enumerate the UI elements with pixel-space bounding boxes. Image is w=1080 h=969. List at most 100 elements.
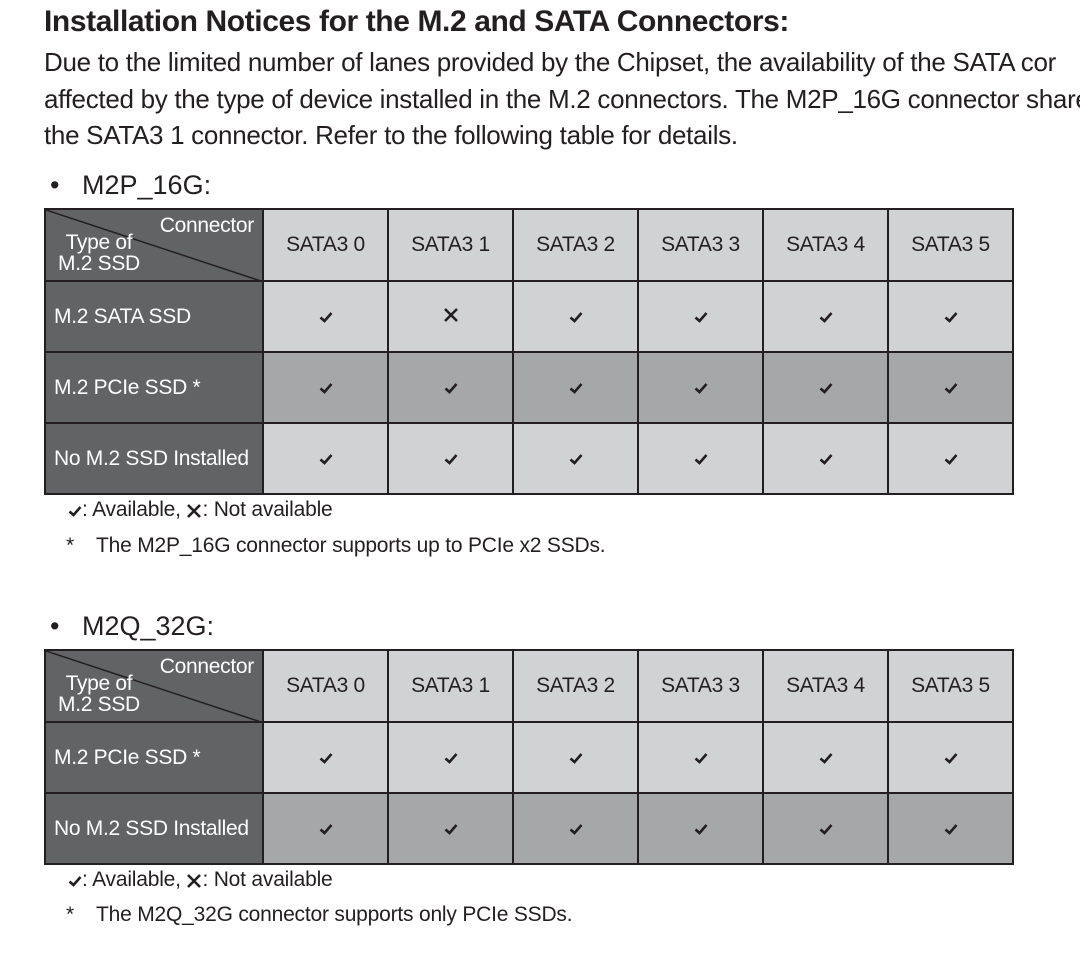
status-cell [387,351,514,424]
check-icon [569,447,583,471]
row-header: No M.2 SSD Installed [44,792,264,865]
status-cell [262,351,389,424]
status-cell [887,422,1014,495]
diagonal-divider [46,210,264,282]
check-icon [68,868,82,892]
table-corner-header: Connector Type of M.2 SSD [44,208,264,282]
intro-line: affected by the type of device installed… [44,83,1080,114]
column-header: SATA3 2 [512,208,639,282]
column-header: SATA3 3 [637,208,764,282]
status-cell [887,280,1014,353]
footnote-star: * [66,903,74,926]
column-header: SATA3 1 [387,208,514,282]
column-header: SATA3 5 [887,649,1014,723]
status-cell [887,792,1014,865]
status-cell [637,792,764,865]
corner-connector-label: Connector [159,214,255,237]
table-row: M.2 SATA SSD [44,280,1014,353]
intro-line: the SATA3 1 connector. Refer to the foll… [44,120,738,150]
check-icon [444,746,458,770]
column-header: SATA3 4 [762,208,889,282]
cross-icon [443,305,459,329]
status-cell [262,280,389,353]
status-cell [512,792,639,865]
table-corner-header: Connector Type of M.2 SSD [44,649,264,723]
legend-not-available-label: : Not available [202,498,333,521]
legend-not-available-label: : Not available [202,868,333,891]
column-header: SATA3 2 [512,649,639,723]
column-header: SATA3 4 [762,649,889,723]
status-cell [387,422,514,495]
check-icon [319,817,333,841]
compatibility-table-m2q-32g: Connector Type of M.2 SSD SATA3 0 SATA3 1… [44,649,1014,865]
bullet-icon: • [50,170,60,200]
check-icon [944,817,958,841]
status-cell [262,792,389,865]
bullet-icon: • [50,611,60,641]
status-cell [512,721,639,794]
diagonal-divider [46,651,264,723]
status-cell [637,422,764,495]
status-cell [637,280,764,353]
table-row: No M.2 SSD Installed [44,422,1014,495]
check-icon [694,447,708,471]
check-icon [444,447,458,471]
check-icon [694,746,708,770]
check-icon [569,817,583,841]
check-icon [569,746,583,770]
section-heading-m2p-16g: • M2P_16G: [50,170,211,201]
check-icon [319,305,333,329]
section-heading-label: M2Q_32G: [82,611,215,641]
check-icon [694,817,708,841]
check-icon [944,305,958,329]
column-header: SATA3 0 [262,649,389,723]
corner-type-label: Type of M.2 SSD [58,231,140,275]
footnote: * The M2P_16G connector supports up to PC… [66,534,606,558]
status-cell [387,280,514,353]
column-header: SATA3 1 [387,649,514,723]
row-header: M.2 PCIe SSD * [44,721,264,794]
column-header: SATA3 0 [262,208,389,282]
status-cell [262,422,389,495]
table-row: M.2 PCIe SSD * [44,351,1014,424]
check-icon [819,817,833,841]
check-icon [694,305,708,329]
intro-line: Due to the limited number of lanes provi… [44,47,1056,77]
table-row: No M.2 SSD Installed [44,792,1014,865]
row-header: M.2 PCIe SSD * [44,351,264,424]
legend: : Available, : Not available [68,498,333,522]
status-cell [637,721,764,794]
intro-paragraph: Due to the limited number of lanes provi… [44,44,1080,154]
check-icon [68,498,82,522]
check-icon [569,376,583,400]
page-title: Installation Notices for the M.2 and SAT… [44,5,789,38]
status-cell [762,422,889,495]
status-cell [512,422,639,495]
check-icon [319,746,333,770]
check-icon [944,376,958,400]
status-cell [887,351,1014,424]
check-icon [694,376,708,400]
check-icon [569,305,583,329]
row-header: No M.2 SSD Installed [44,422,264,495]
footnote-star: * [66,534,74,557]
legend-available-label: : Available, [82,868,181,891]
column-header: SATA3 5 [887,208,1014,282]
column-header: SATA3 3 [637,649,764,723]
check-icon [319,376,333,400]
footnote-text: The M2Q_32G connector supports only PCIe… [96,903,573,926]
corner-type-label: Type of M.2 SSD [58,672,140,716]
cross-icon [186,498,202,522]
footnote: * The M2Q_32G connector supports only PCI… [66,903,573,927]
check-icon [819,447,833,471]
check-icon [819,746,833,770]
status-cell [762,280,889,353]
row-header: M.2 SATA SSD [44,280,264,353]
status-cell [637,351,764,424]
check-icon [819,376,833,400]
status-cell [762,351,889,424]
legend: : Available, : Not available [68,868,333,892]
section-heading-label: M2P_16G: [82,170,212,200]
check-icon [319,447,333,471]
status-cell [387,721,514,794]
